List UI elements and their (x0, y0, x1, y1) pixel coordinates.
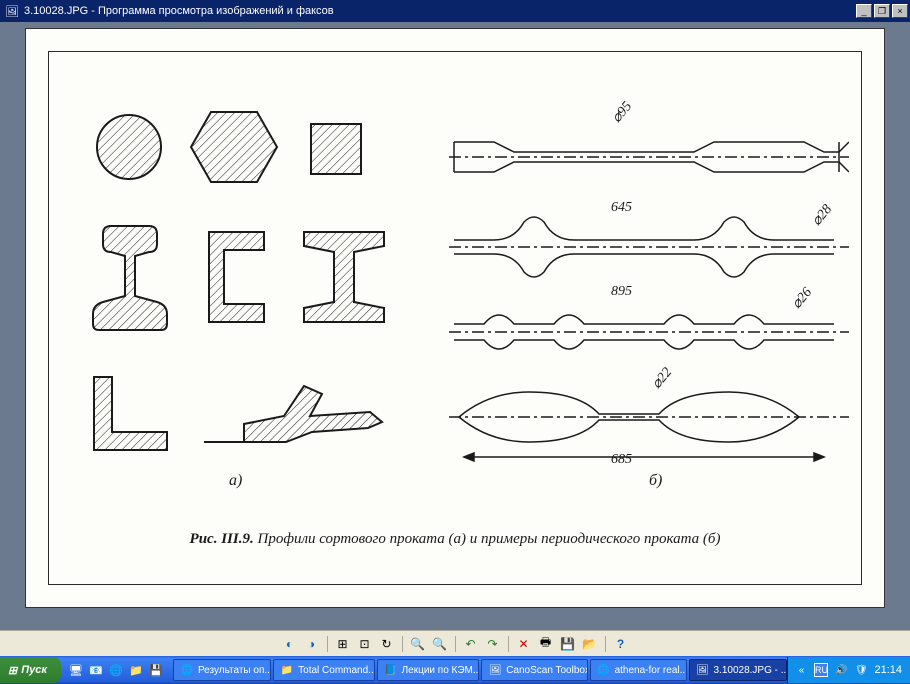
ql-mail-icon[interactable]: 📧 (87, 660, 105, 680)
toolbar-separator (402, 636, 403, 652)
task-button[interactable]: 🖼 CanoScan Toolbox (481, 659, 587, 681)
tray-collapse-icon[interactable]: « (794, 663, 808, 677)
clock[interactable]: 21:14 (874, 664, 902, 676)
periodic-bar-2 (449, 212, 849, 282)
close-button[interactable]: × (892, 4, 908, 18)
quick-launch: 🖥 📧 🌐 📁 💾 (67, 660, 165, 680)
best-fit-button[interactable]: ⊡ (356, 635, 374, 653)
scanner-icon: 🖼 (488, 663, 502, 677)
part-b-label: б) (649, 472, 662, 490)
viewer-canvas[interactable]: а) ⌀95 645 ⌀28 (0, 22, 910, 630)
slideshow-button[interactable]: ↻ (378, 635, 396, 653)
image-viewer-window: 🖼 3.10028.JPG - Программа просмотра изоб… (0, 0, 910, 656)
profile-i-beam (299, 227, 389, 327)
dim-645: 645 (609, 200, 634, 216)
task-label: Результаты оп... (198, 665, 271, 676)
profile-circle (94, 112, 164, 182)
app-icon: 🖼 (4, 3, 20, 19)
profile-square (309, 122, 364, 177)
zoom-out-button[interactable]: 🔍 (431, 635, 449, 653)
word-icon: 📘 (384, 663, 398, 677)
dim-685-arrow (459, 447, 829, 467)
save-button[interactable]: 💾 (559, 635, 577, 653)
start-label: Пуск (21, 664, 47, 676)
browser-icon: 🌐 (180, 663, 194, 677)
taskbar: ⊞ Пуск 🖥 📧 🌐 📁 💾 🌐 Результаты оп... 📁 Tota… (0, 656, 910, 684)
start-button[interactable]: ⊞ Пуск (0, 657, 61, 683)
print-button[interactable]: 🖶 (537, 635, 555, 653)
dim-895: 895 (609, 284, 634, 300)
ql-desktop-icon[interactable]: 🖥 (67, 660, 85, 680)
task-label: Total Command... (298, 665, 374, 676)
figure-caption: Рис. III.9. Профили сортового проката (а… (49, 531, 861, 548)
task-button-active[interactable]: 🖼 3.10028.JPG - ... (689, 659, 788, 681)
ql-explorer-icon[interactable]: 📁 (127, 660, 145, 680)
toolbar-separator (327, 636, 328, 652)
folder-icon: 📁 (280, 663, 294, 677)
minimize-button[interactable]: _ (856, 4, 872, 18)
browser-icon: 🌐 (597, 663, 611, 677)
help-button[interactable]: ? (612, 635, 630, 653)
rotate-right-button[interactable]: ↷ (484, 635, 502, 653)
profile-hexagon (189, 107, 279, 187)
task-buttons: 🌐 Результаты оп... 📁 Total Command... 📘 Лек… (173, 659, 788, 681)
delete-button[interactable]: ✕ (515, 635, 533, 653)
system-tray: « RU 🔊 🛡 21:14 (787, 657, 910, 683)
titlebar[interactable]: 🖼 3.10028.JPG - Программа просмотра изоб… (0, 0, 910, 22)
image-icon: 🖼 (696, 663, 710, 677)
ql-save-icon[interactable]: 💾 (147, 660, 165, 680)
caption-prefix: Рис. III.9. (190, 531, 254, 547)
task-label: athena-for real... (615, 665, 687, 676)
zoom-in-button[interactable]: 🔍 (409, 635, 427, 653)
task-button[interactable]: 📘 Лекции по КЭМ... (377, 659, 480, 681)
viewer-toolbar: ◐ ◑ ⊞ ⊡ ↻ 🔍 🔍 ↶ ↷ ✕ 🖶 💾 📂 ? (0, 630, 910, 656)
page-border: а) ⌀95 645 ⌀28 (48, 51, 862, 585)
toolbar-separator (455, 636, 456, 652)
task-button[interactable]: 📁 Total Command... (273, 659, 374, 681)
part-a-label: а) (229, 472, 242, 490)
toolbar-separator (605, 636, 606, 652)
restore-button[interactable]: ❐ (874, 4, 890, 18)
profile-channel (204, 227, 274, 327)
scanned-page: а) ⌀95 645 ⌀28 (25, 28, 885, 608)
task-button[interactable]: 🌐 Результаты оп... (173, 659, 271, 681)
profile-angle (89, 372, 169, 452)
task-button[interactable]: 🌐 athena-for real... (590, 659, 687, 681)
prev-image-button[interactable]: ◐ (281, 635, 299, 653)
rotate-left-button[interactable]: ↶ (462, 635, 480, 653)
periodic-bar-4 (449, 382, 849, 452)
next-image-button[interactable]: ◑ (303, 635, 321, 653)
ql-browser-icon[interactable]: 🌐 (107, 660, 125, 680)
profile-rail (89, 222, 174, 332)
open-button[interactable]: 📂 (581, 635, 599, 653)
actual-size-button[interactable]: ⊞ (334, 635, 352, 653)
caption-text: Профили сортового проката (а) и примеры … (257, 531, 720, 547)
profile-special-foot (194, 372, 394, 452)
task-label: CanoScan Toolbox (506, 665, 587, 676)
periodic-bar-1 (449, 122, 849, 192)
window-title: 3.10028.JPG - Программа просмотра изобра… (24, 5, 856, 17)
volume-icon[interactable]: 🔊 (834, 663, 848, 677)
shield-icon[interactable]: 🛡 (854, 663, 868, 677)
toolbar-separator (508, 636, 509, 652)
window-controls: _ ❐ × (856, 4, 908, 18)
task-label: Лекции по КЭМ... (402, 665, 480, 676)
periodic-bar-3 (449, 302, 849, 362)
language-indicator[interactable]: RU (814, 663, 828, 677)
task-label: 3.10028.JPG - ... (714, 665, 788, 676)
start-icon: ⊞ (8, 664, 17, 677)
